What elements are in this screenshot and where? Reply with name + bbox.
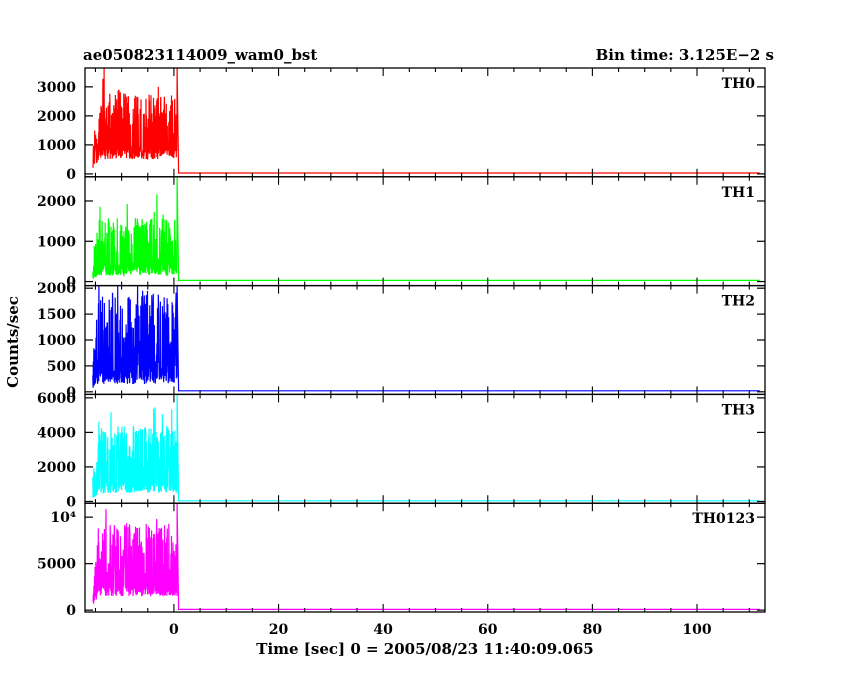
y-tick-label: 0: [66, 167, 76, 183]
series-line-th1: [92, 176, 760, 281]
panel-label: TH3: [722, 402, 755, 418]
y-tick-label: 5000: [37, 557, 76, 573]
panel-frame: [84, 393, 766, 504]
y-axis-label: Counts/sec: [4, 296, 22, 388]
panel-label: TH1: [722, 185, 755, 201]
x-tick-label: 80: [583, 622, 603, 638]
y-tick-label: 2000: [37, 109, 76, 125]
x-axis-label: Time [sec] 0 = 2005/08/23 11:40:09.065: [256, 640, 593, 658]
panel-label: TH0123: [692, 511, 755, 527]
y-tick-label: 0: [66, 603, 76, 619]
x-tick-label: 20: [269, 622, 289, 638]
series-line-th0: [92, 67, 760, 174]
y-tick-label: 0: [66, 275, 76, 291]
y-tick-label: 0: [66, 385, 76, 401]
panel-label: TH2: [722, 294, 755, 310]
panel-frame: [84, 67, 766, 178]
plot-title: ae050823114009_wam0_bst: [83, 46, 317, 64]
x-tick-label: 60: [478, 622, 498, 638]
y-tick-label: 2000: [37, 460, 76, 476]
panel-th2: 0 500 1000 1500 2000 TH2: [37, 281, 766, 401]
y-tick-label: 0: [66, 494, 76, 510]
y-tick-label: 500: [47, 359, 76, 375]
y-tick-label: 1000: [37, 333, 76, 349]
y-tick-label: 1500: [37, 307, 76, 323]
y-tick-label: 3000: [37, 80, 76, 96]
x-tick-label: 0: [169, 622, 179, 638]
x-tick-label: 100: [682, 622, 711, 638]
series-line-th3: [92, 394, 760, 502]
series-line-th0123: [92, 503, 760, 611]
bin-time-label: Bin time: 3.125E−2 s: [596, 46, 774, 64]
panel-th3: 0 2000 4000 6000 TH3: [37, 391, 766, 510]
panel-frame: [84, 284, 766, 396]
y-tick-label: 4000: [37, 425, 76, 441]
panel-label: TH0: [722, 76, 756, 92]
y-tick-label: 2000: [37, 194, 76, 210]
x-tick-label: 40: [373, 622, 393, 638]
y-tick-label: 10⁴: [50, 510, 76, 526]
series-line-th2: [92, 285, 760, 392]
y-tick-label: 6000: [37, 391, 76, 407]
panel-frame: [84, 502, 766, 613]
panel-frame: [84, 176, 766, 287]
y-tick-label: 1000: [37, 138, 76, 154]
y-tick-label: 1000: [37, 234, 76, 250]
y-tick-label: 2000: [37, 281, 76, 297]
panel-th0123: 0 5000 10⁴ TH0123: [37, 502, 766, 619]
panel-th1: 0 1000 2000 TH1: [37, 176, 766, 291]
panel-th0: 0 1000 2000 3000 TH0: [37, 67, 766, 183]
